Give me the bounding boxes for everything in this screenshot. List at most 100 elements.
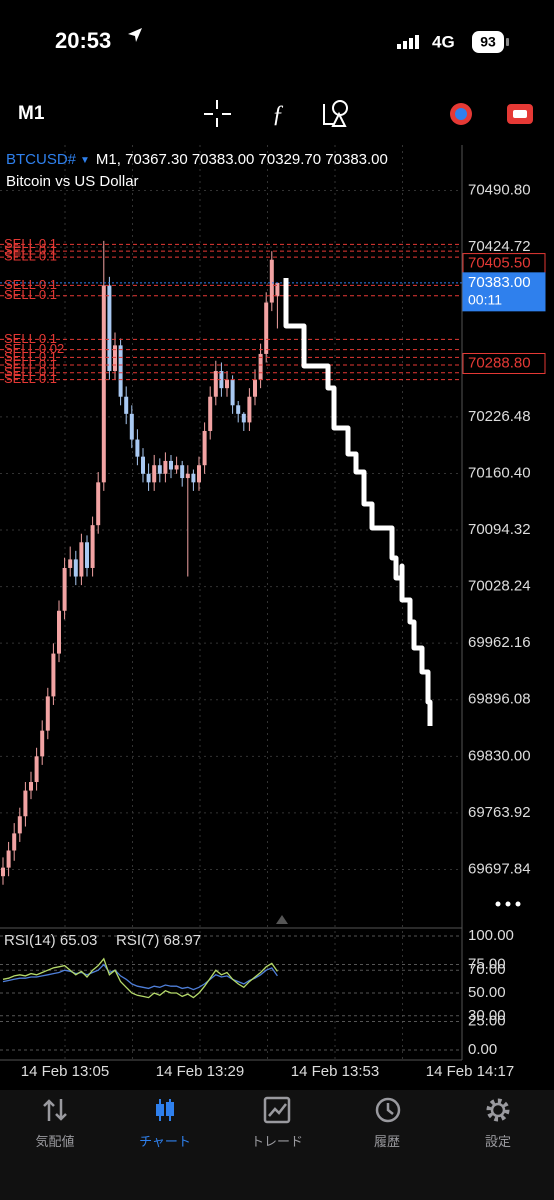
- candle-body: [174, 465, 179, 470]
- battery-level: 93: [480, 34, 496, 50]
- candle-body: [208, 396, 213, 431]
- candle-body: [79, 542, 84, 577]
- candle-body: [241, 413, 246, 423]
- candle-body: [135, 439, 140, 457]
- order-label: SELL 0.1: [4, 364, 57, 379]
- price-tag: [462, 353, 546, 375]
- candle-body: [169, 460, 173, 470]
- candle-body: [23, 790, 28, 817]
- battery-tip: [506, 38, 509, 46]
- candle-body: [152, 465, 157, 483]
- order-label: SELL 0.1: [4, 243, 57, 258]
- tab-label: 気配値: [35, 1134, 75, 1149]
- y-tick-label: 0.00: [468, 1041, 497, 1058]
- x-tick-label: 14 Feb 13:05: [21, 1063, 109, 1080]
- tab-quotes[interactable]: 気配値: [0, 1095, 110, 1150]
- candle-body: [34, 756, 39, 783]
- y-tick-label: 69962.16: [468, 634, 531, 651]
- tab-label: チャート: [139, 1134, 191, 1149]
- price-tag-label: 70383.00: [468, 274, 531, 291]
- candle-body: [191, 473, 196, 483]
- objects-button[interactable]: [323, 100, 348, 127]
- y-tick-label: 70490.80: [468, 182, 531, 199]
- candle-body: [264, 302, 269, 354]
- candle-body: [1, 867, 5, 877]
- legend-entry: RSI(7) 68.97: [116, 932, 201, 949]
- more-button[interactable]: [495, 901, 521, 907]
- symbol: BTCUSD#: [6, 151, 77, 168]
- x-tick-label: 14 Feb 13:53: [291, 1063, 379, 1080]
- y-tick-label: 70424.72: [468, 238, 531, 255]
- crosshair-button[interactable]: [204, 100, 231, 127]
- tab-history[interactable]: 履歴: [332, 1095, 442, 1150]
- indicators-button[interactable]: ƒ: [272, 102, 284, 128]
- annotation-stroke: [283, 278, 433, 726]
- order-label: SELL 0.02: [4, 341, 64, 356]
- candle-body: [40, 730, 45, 757]
- candle-body: [230, 379, 235, 406]
- network: 4G: [432, 32, 455, 51]
- tab-chart[interactable]: チャート: [110, 1095, 220, 1150]
- timeframe-button[interactable]: M1: [18, 103, 45, 124]
- x-tick-label: 14 Feb 13:29: [156, 1063, 244, 1080]
- candle-body: [29, 782, 33, 791]
- tab-label: 設定: [484, 1134, 511, 1149]
- candle-body: [247, 396, 252, 423]
- candle-body: [163, 460, 168, 474]
- y-tick-label: 70094.32: [468, 521, 531, 538]
- price-tag-label: 70405.50: [468, 255, 531, 272]
- price-tag: [462, 272, 546, 312]
- y-tick-label: 70.00: [468, 961, 506, 978]
- candle-body: [68, 559, 73, 568]
- legend-entry: RSI(14) 65.03: [4, 932, 97, 949]
- candle-body: [124, 396, 129, 414]
- candle-body: [253, 379, 257, 397]
- candle-body: [213, 371, 218, 397]
- candle-body: [85, 542, 89, 568]
- candle-body: [6, 850, 11, 868]
- candle-body: [185, 473, 190, 479]
- candle-body: [62, 567, 67, 611]
- tab-label: トレード: [250, 1134, 303, 1149]
- candle-body: [157, 465, 162, 474]
- y-tick-label: 70226.48: [468, 408, 531, 425]
- y-tick-label: 69830.00: [468, 747, 531, 764]
- ohlc: M1, 70367.30 70383.00 70329.70 70383.00: [96, 151, 388, 168]
- status-time: 20:53: [55, 28, 111, 53]
- candle-body: [107, 285, 112, 372]
- candle-body: [118, 345, 123, 397]
- y-tick-label: 25.00: [468, 1012, 506, 1029]
- rsi-line: [2, 963, 278, 991]
- candle-body: [219, 371, 224, 389]
- battery: [472, 31, 504, 53]
- candle-body: [73, 559, 78, 577]
- screen: 20:53 4G 93 M1 ƒ BTCUSD# ▼ M1, 70367.30 70…: [0, 28, 546, 1080]
- candle-body: [225, 379, 229, 389]
- candle-body: [12, 833, 17, 851]
- candle-body: [57, 610, 61, 654]
- candle-body: [129, 413, 134, 440]
- tab-trade[interactable]: トレード: [222, 1095, 332, 1150]
- candle-body: [258, 353, 263, 380]
- tab-settings[interactable]: 設定: [443, 1095, 553, 1150]
- order-label: SELL 0.1: [4, 349, 57, 364]
- order-label: SELL 0.1: [4, 331, 57, 346]
- candle-body: [202, 430, 207, 466]
- order-label: SELL 0.1: [4, 236, 57, 251]
- plot: [0, 240, 462, 999]
- y-tick-label: 69896.08: [468, 691, 531, 708]
- candle-body: [236, 405, 241, 414]
- candle-body: [45, 696, 50, 731]
- y-tick-label: 100.00: [468, 927, 514, 944]
- y-tick-label: 75.00: [468, 955, 506, 972]
- candle-body: [197, 465, 201, 483]
- tab-bar: 気配値 チャート トレード 履歴 設定: [0, 1090, 554, 1200]
- symbol-description: Bitcoin vs US Dollar: [6, 173, 139, 190]
- candle-body: [113, 345, 117, 372]
- x-tick-label: 14 Feb 14:17: [426, 1063, 514, 1080]
- scroll-marker: [276, 915, 288, 924]
- y-tick-label: 30.00: [468, 1007, 506, 1024]
- candle-body: [51, 653, 56, 697]
- price-tag-label: 70288.80: [468, 354, 531, 371]
